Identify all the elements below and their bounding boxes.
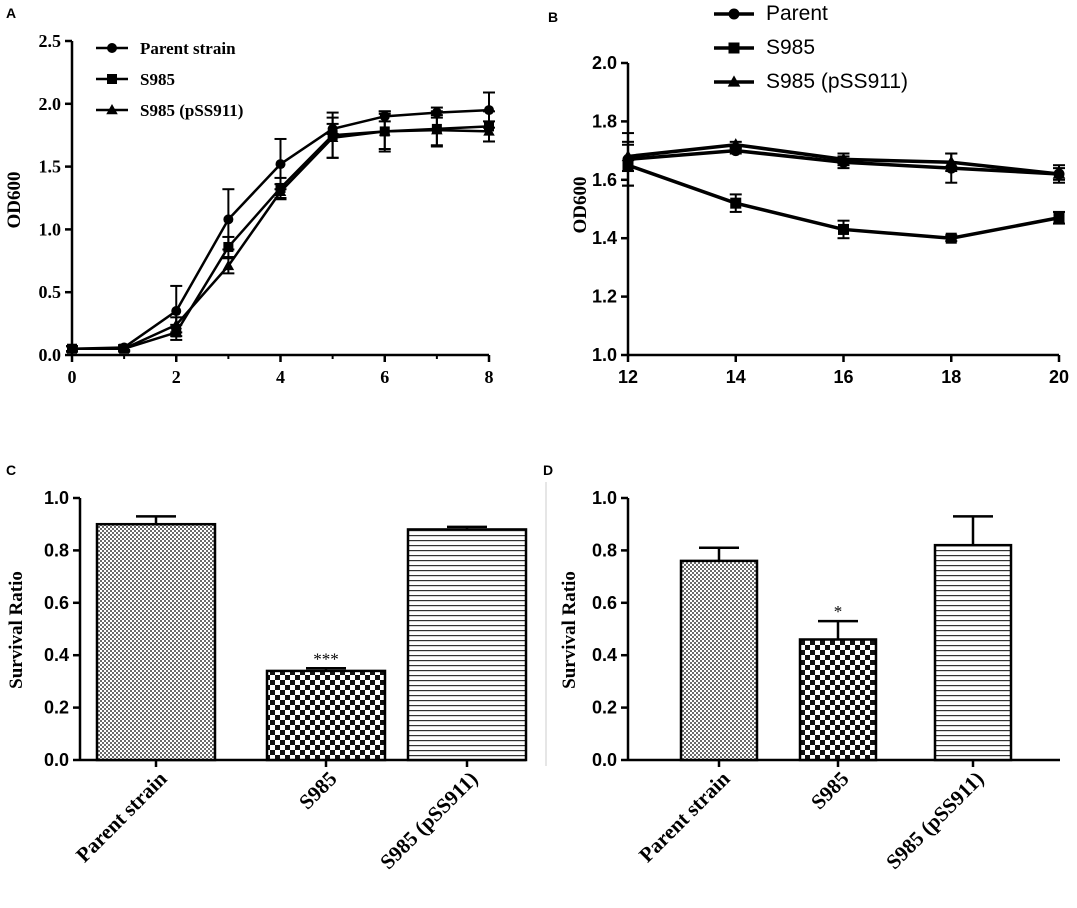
panel-c-y-tick-label: 0.6 [44, 593, 69, 613]
panel-c-bar-chart: Survival Ratio 0.0 0.2 0.4 0.6 0.8 1.0 Parent … [6, 488, 528, 874]
panel-a-legend-label: Parent strain [140, 39, 236, 58]
panel-a-legend-marker [106, 104, 118, 115]
panel-a-y-tick-label: 0.5 [39, 282, 62, 302]
panel-b-series-triangle-point [837, 152, 850, 165]
panel-c-bar [95, 522, 217, 762]
panel-label-a: A [6, 5, 16, 21]
panel-a-x-tick-label: 2 [172, 367, 181, 387]
panel-a-y-tick-label: 0.0 [39, 345, 62, 365]
panel-b-legend-marker [727, 75, 741, 87]
panel-c-ylabel: Survival Ratio [6, 571, 27, 689]
panel-a-legend-marker [107, 74, 117, 84]
panel-b-y-tick-label: 1.4 [592, 228, 617, 248]
panel-d-y-tick-label: 0.8 [592, 540, 617, 560]
panel-b-legend-marker [728, 8, 740, 20]
panel-b-legend-label: S985 (pSS911) [766, 70, 908, 93]
panel-label-b: B [548, 9, 558, 25]
panel-a-series-triangle-point [170, 318, 182, 330]
panel-d-bar [933, 543, 1013, 762]
panel-a-series-circle-point [484, 105, 494, 116]
panel-c-category-label: S985 [294, 767, 342, 815]
panel-b-series-triangle-point [729, 138, 743, 150]
panel-b-series-triangle-point [1052, 167, 1066, 179]
panel-a-series-triangle-point [379, 125, 391, 136]
panel-a-x-tick-label: 0 [68, 367, 77, 387]
panel-b-y-tick-label: 1.0 [592, 345, 617, 365]
panel-a-series-triangle-point [274, 185, 287, 196]
panel-a-legend: Parent strain S985 S985 (pSS911) [96, 39, 243, 120]
panel-label-d: D [543, 462, 553, 478]
panel-a-series-triangle-point [326, 131, 339, 142]
panel-d-category-label: S985 (pSS911) [881, 767, 988, 874]
panel-a-series-triangle-point [222, 259, 235, 271]
panel-a-legend-label: S985 (pSS911) [140, 101, 243, 120]
panel-c-y-tick-label: 0.8 [44, 540, 69, 560]
panel-d-bar [798, 638, 878, 762]
panel-b-series-square-point [945, 232, 957, 244]
panel-a-y-tick-label: 2.5 [39, 31, 62, 51]
panel-a-x-tick-label: 4 [276, 367, 285, 387]
panel-b-series-square-point [1053, 212, 1065, 224]
panel-d-ylabel: Survival Ratio [559, 571, 580, 689]
panel-d-y-tick-label: 0.0 [592, 750, 617, 770]
panel-b-ylabel: OD600 [570, 177, 591, 234]
panel-a-series-circle-point [275, 159, 286, 170]
panel-b-legend-marker [728, 42, 740, 54]
panel-b-legend-label: S985 [766, 36, 815, 59]
panel-a-legend-label: S985 [140, 70, 175, 89]
panel-d-y-tick-label: 0.6 [592, 593, 617, 613]
panel-a-x-tick-label: 6 [380, 367, 389, 387]
panel-a-legend-marker [107, 43, 117, 53]
panel-b-line-chart: OD600 1.0 1.2 1.4 1.6 1.8 2.0 12 14 16 18 20 Paren… [570, 2, 1069, 387]
panel-b-x-tick-label: 16 [833, 367, 853, 387]
panel-a-series-triangle-point [431, 124, 443, 135]
panel-a-series-triangle-point [118, 342, 130, 353]
panel-b-x-tick-label: 18 [941, 367, 961, 387]
panel-c-y-tick-label: 0.4 [44, 645, 69, 665]
panel-d-y-tick-label: 0.4 [592, 645, 617, 665]
panel-a-y-tick-label: 1.5 [39, 157, 62, 177]
panel-b-y-tick-label: 2.0 [592, 53, 617, 73]
panel-c-y-tick-label: 0.2 [44, 698, 69, 718]
panel-d-y-tick-label: 1.0 [592, 488, 617, 508]
panel-b-series-square-point [730, 197, 742, 209]
panel-c-category-label: S985 (pSS911) [375, 767, 482, 874]
panel-c-bar [265, 669, 387, 762]
panel-a-ylabel: OD600 [4, 172, 25, 229]
panel-d-category-label: S985 [806, 767, 854, 815]
panel-b-x-tick-label: 14 [726, 367, 746, 387]
panel-c-y-tick-label: 1.0 [44, 488, 69, 508]
panel-a-y-tick-label: 2.0 [39, 94, 62, 114]
panel-d-y-tick-label: 0.2 [592, 698, 617, 718]
panel-d-category-label: Parent strain [634, 766, 735, 867]
panel-d-bar-chart: Survival Ratio 0.0 0.2 0.4 0.6 0.8 1.0 Parent … [559, 488, 1060, 874]
panel-b-y-tick-label: 1.6 [592, 170, 617, 190]
panel-b-x-tick-label: 20 [1049, 367, 1069, 387]
panel-b-legend-label: Parent [766, 2, 828, 25]
panel-b-y-tick-label: 1.2 [592, 287, 617, 307]
panel-a-series-circle-point [223, 214, 234, 225]
panel-b-y-tick-label: 1.8 [592, 111, 617, 131]
panel-a-line-chart: OD600 0.0 0.5 1.0 1.5 2.0 2.5 0 2 4 6 8 Parent str… [4, 31, 495, 387]
panel-c-category-label: Parent strain [71, 766, 172, 867]
panel-d-bar [679, 559, 759, 762]
panel-a-series-triangle-point [66, 342, 78, 353]
panel-a-x-tick-label: 8 [485, 367, 494, 387]
panel-a-series-square-point [223, 241, 234, 252]
panel-b-series-square-point [838, 223, 849, 235]
panel-c-significance-label: *** [313, 649, 339, 668]
panel-label-c: C [6, 462, 16, 478]
panel-a-y-tick-label: 1.0 [39, 219, 62, 239]
panel-a-series-circle-point [171, 306, 182, 317]
panel-b-series-triangle-point [621, 149, 635, 162]
panel-b-legend: Parent S985 S985 (pSS911) [714, 2, 908, 93]
panel-b-x-tick-label: 12 [618, 367, 638, 387]
panel-a-series-triangle-point [483, 125, 495, 136]
panel-d-significance-label: * [834, 602, 843, 621]
panel-c-y-tick-label: 0.0 [44, 750, 69, 770]
panel-b-series-triangle-point [944, 155, 958, 167]
panel-c-bar [406, 528, 528, 762]
